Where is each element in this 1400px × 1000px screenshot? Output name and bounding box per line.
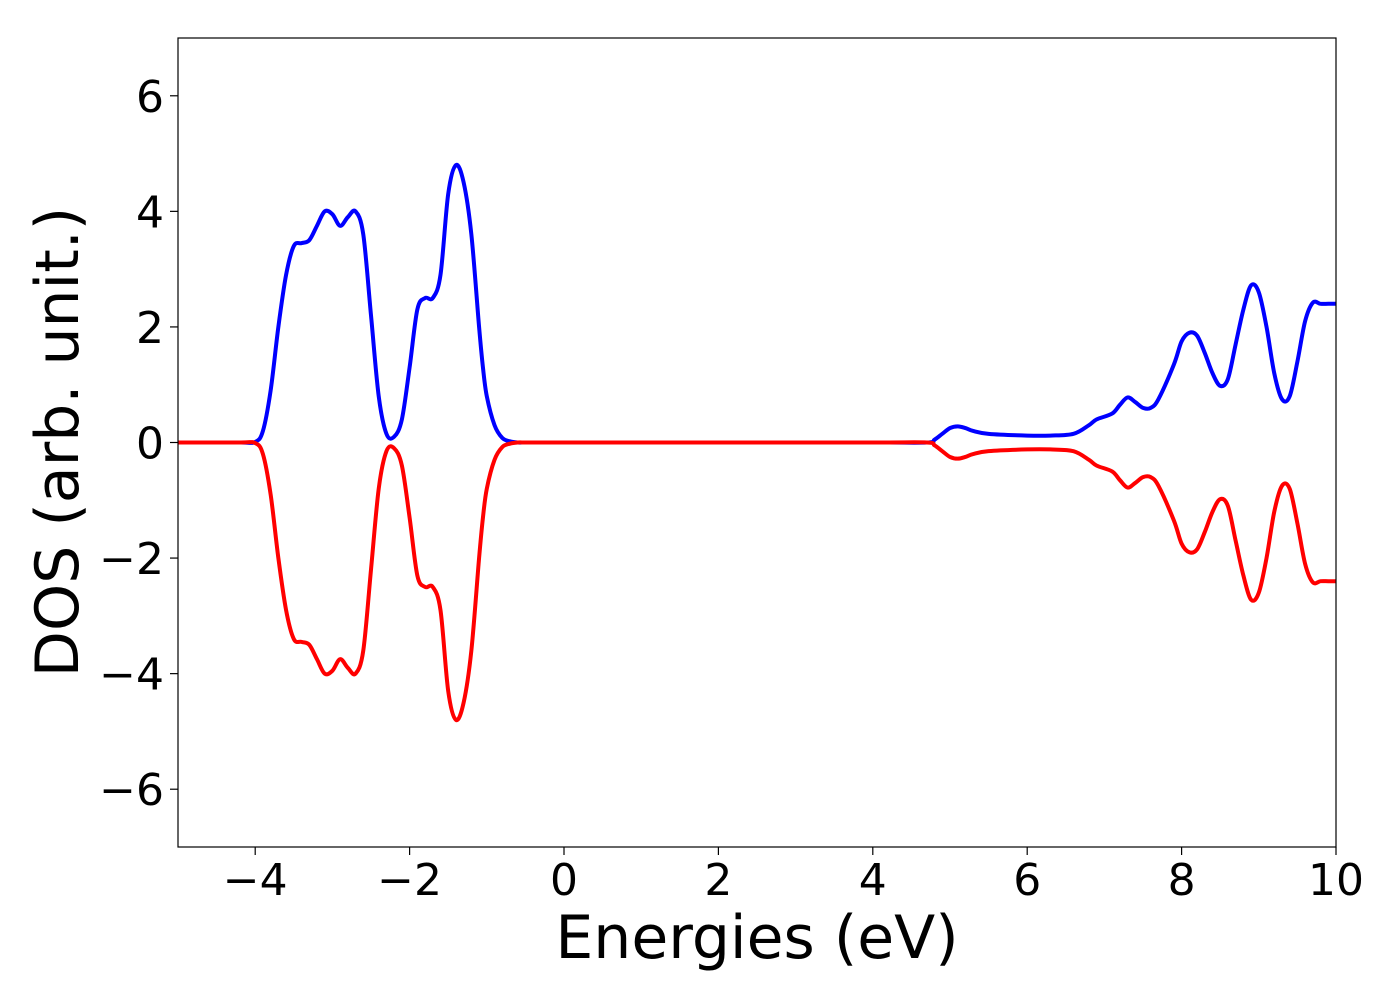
y-tick-label: −2 xyxy=(99,534,164,585)
series-layer xyxy=(178,162,1336,723)
y-tick-label: 2 xyxy=(136,303,164,354)
x-tick-label: 6 xyxy=(1013,855,1041,906)
y-tick-label: −4 xyxy=(99,650,164,701)
series-line-2 xyxy=(178,440,1336,723)
series-line-1 xyxy=(178,162,1336,445)
x-tick-label: −4 xyxy=(223,855,288,906)
x-tick-label: 0 xyxy=(550,855,578,906)
x-axis-title: Energies (eV) xyxy=(555,903,958,973)
y-tick-label: 4 xyxy=(136,187,164,238)
x-tick-label: 2 xyxy=(704,855,732,906)
x-tick-label: 10 xyxy=(1308,855,1364,906)
y-tick-label: 6 xyxy=(136,72,164,123)
y-tick-label: −6 xyxy=(99,765,164,816)
y-axis-title: DOS (arb. unit.) xyxy=(23,207,93,677)
x-tick-label: 4 xyxy=(859,855,887,906)
y-axis-ticks: −6 −4 −2 0 2 4 6 xyxy=(99,72,178,816)
y-tick-label: 0 xyxy=(136,419,164,470)
x-axis-ticks: −4 −2 0 2 4 6 8 10 xyxy=(223,847,1364,906)
x-tick-label: −2 xyxy=(377,855,442,906)
x-tick-label: 8 xyxy=(1168,855,1196,906)
